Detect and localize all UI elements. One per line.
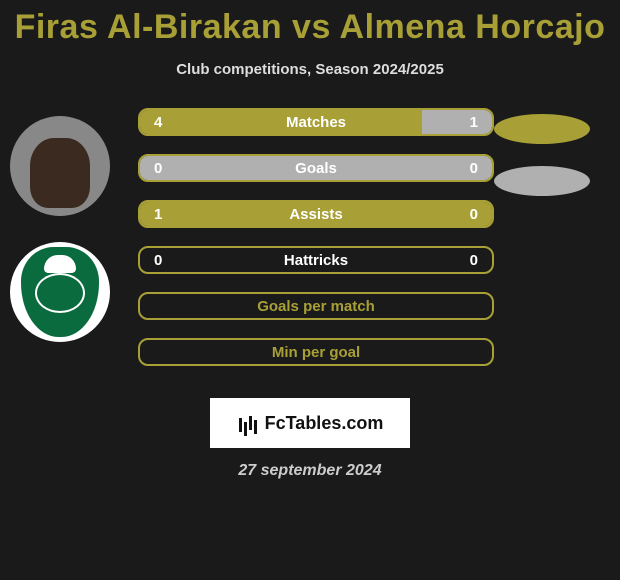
stat-label: Goals per match bbox=[140, 298, 492, 315]
stat-label: Hattricks bbox=[140, 252, 492, 269]
stat-row: 00Goals bbox=[138, 154, 494, 182]
page-title: Firas Al-Birakan vs Almena Horcajo bbox=[0, 0, 620, 47]
stat-bars: 41Matches 00Goals 10Assists 00Hattricks Goal… bbox=[138, 108, 494, 384]
ellipse-column bbox=[488, 108, 608, 196]
fctables-logo-icon bbox=[237, 412, 259, 434]
player1-avatar bbox=[10, 116, 110, 216]
stat-row: Min per goal bbox=[138, 338, 494, 366]
stat-label: Matches bbox=[140, 114, 492, 131]
stat-label: Min per goal bbox=[140, 344, 492, 361]
avatar-column bbox=[10, 108, 120, 342]
stat-row: 10Assists bbox=[138, 200, 494, 228]
stat-row: 00Hattricks bbox=[138, 246, 494, 274]
player2-avatar bbox=[10, 242, 110, 342]
stat-label: Assists bbox=[140, 206, 492, 223]
subtitle: Club competitions, Season 2024/2025 bbox=[0, 61, 620, 78]
site-badge: FcTables.com bbox=[210, 398, 410, 448]
player1-ellipse-icon bbox=[494, 114, 590, 144]
stat-row: Goals per match bbox=[138, 292, 494, 320]
avatar-silhouette-icon bbox=[30, 138, 90, 208]
club-badge-icon bbox=[21, 247, 99, 337]
site-name: FcTables.com bbox=[265, 413, 384, 434]
player2-ellipse-icon bbox=[494, 166, 590, 196]
date-text: 27 september 2024 bbox=[0, 462, 620, 480]
content-area: 41Matches 00Goals 10Assists 00Hattricks Goal… bbox=[0, 108, 620, 388]
stat-label: Goals bbox=[140, 160, 492, 177]
comparison-card: Firas Al-Birakan vs Almena Horcajo Club … bbox=[0, 0, 620, 580]
stat-row: 41Matches bbox=[138, 108, 494, 136]
